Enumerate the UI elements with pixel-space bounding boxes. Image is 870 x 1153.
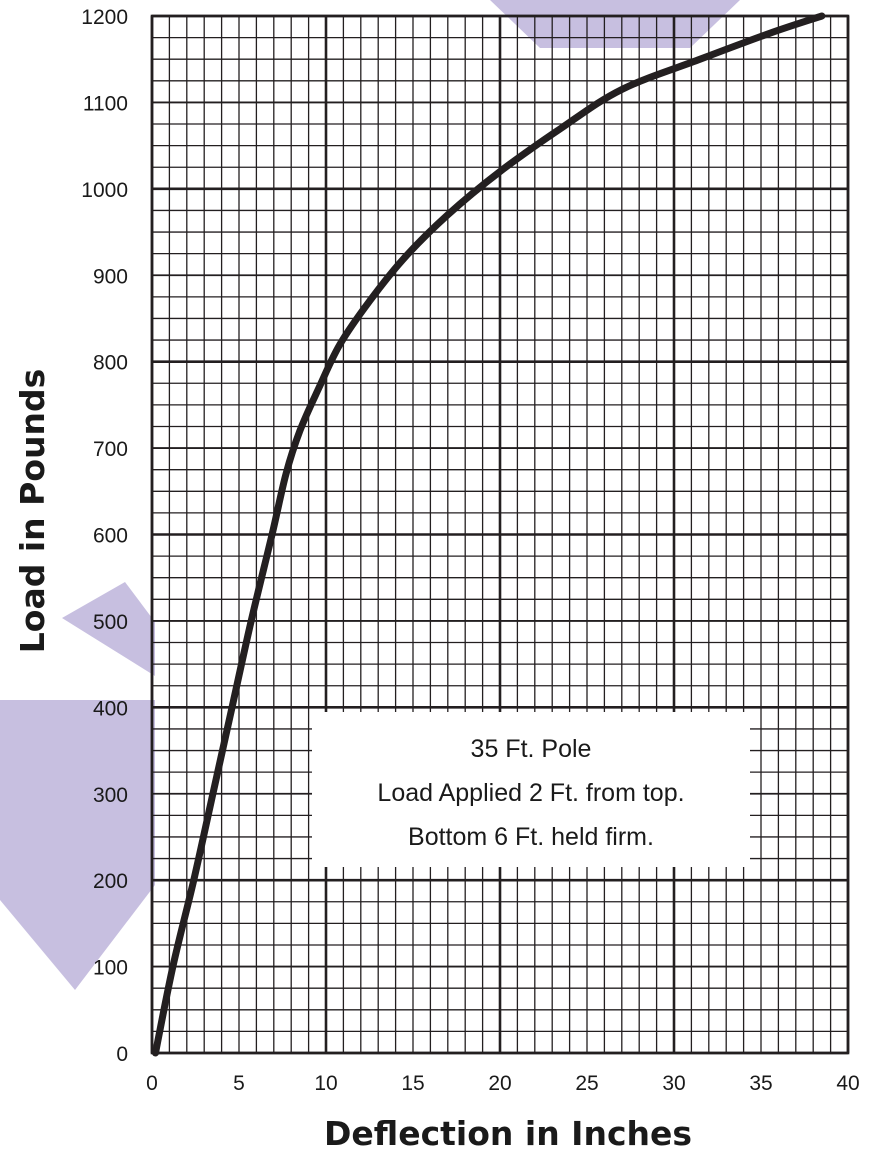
- x-axis-title: Deflection in Inches: [324, 1114, 692, 1153]
- plot-frame: [150, 14, 850, 1055]
- x-tick-label: 30: [662, 1072, 685, 1095]
- x-tick-label: 25: [575, 1072, 598, 1095]
- annotation-background: [312, 712, 750, 867]
- y-tick-label: 600: [93, 525, 128, 548]
- series-line: [151, 12, 826, 1057]
- watermark-band-mid: [62, 582, 155, 676]
- y-tick-label: 1200: [81, 6, 128, 29]
- x-tick-label: 15: [401, 1072, 424, 1095]
- y-tick-label: 0: [116, 1043, 128, 1066]
- y-tick-label: 900: [93, 265, 128, 288]
- y-tick-label: 200: [93, 870, 128, 893]
- x-tick-label: 10: [314, 1072, 337, 1095]
- x-axis-ticks: 0 5 10 15 20 25 30 35 40: [146, 1072, 860, 1095]
- x-tick-label: 0: [146, 1072, 158, 1095]
- y-axis-title: Load in Pounds: [13, 369, 52, 653]
- y-tick-label: 400: [93, 697, 128, 720]
- y-tick-label: 1100: [83, 92, 128, 115]
- annotation-line-3: Bottom 6 Ft. held firm.: [408, 823, 654, 851]
- x-tick-label: 35: [749, 1072, 772, 1095]
- x-tick-label: 40: [836, 1072, 859, 1095]
- y-axis-ticks: 0 100 200 300 400 500 600 700 800 900 1000 1100 1200: [81, 6, 128, 1066]
- y-tick-label: 100: [93, 957, 128, 980]
- y-tick-label: 300: [93, 784, 128, 807]
- annotation-line-2: Load Applied 2 Ft. from top.: [377, 779, 684, 807]
- y-tick-label: 1000: [81, 179, 128, 202]
- x-tick-label: 20: [488, 1072, 511, 1095]
- chart-annotation-box: 35 Ft. Pole Load Applied 2 Ft. from top.…: [312, 712, 750, 867]
- y-tick-label: 800: [93, 352, 128, 375]
- annotation-line-1: 35 Ft. Pole: [471, 735, 592, 763]
- watermark-band-top: [490, 0, 740, 48]
- x-tick-label: 5: [233, 1072, 245, 1095]
- y-tick-label: 700: [93, 438, 128, 461]
- y-tick-label: 500: [93, 611, 128, 634]
- watermark-band-lower: [0, 700, 155, 990]
